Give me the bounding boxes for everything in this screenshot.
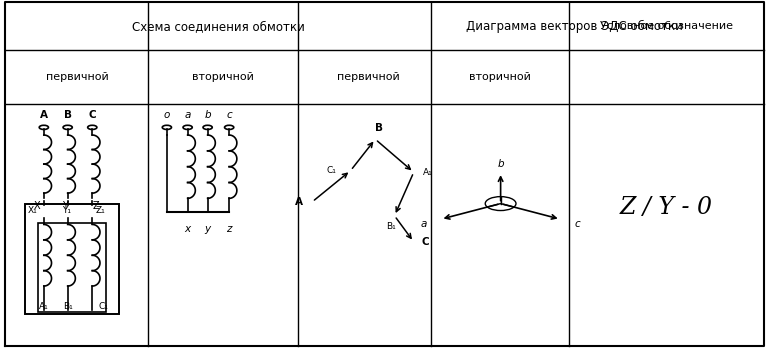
Text: a: a: [185, 110, 191, 120]
Text: B₁: B₁: [386, 222, 395, 231]
Text: Z: Z: [93, 201, 99, 211]
Text: Условное обозначение: Условное обозначение: [600, 22, 733, 31]
Text: c: c: [226, 110, 232, 120]
Text: первичной: первичной: [45, 72, 108, 82]
Text: Y: Y: [62, 201, 68, 211]
Text: Схема соединения обмотки: Схема соединения обмотки: [131, 20, 305, 33]
Text: первичной: первичной: [337, 72, 399, 82]
Text: A₁: A₁: [39, 302, 48, 311]
Bar: [38, 223, 106, 312]
Text: Y₁: Y₁: [62, 206, 71, 215]
Text: y: y: [205, 224, 211, 235]
Text: вторичной: вторичной: [469, 72, 531, 82]
Text: o: o: [164, 110, 170, 120]
Text: вторичной: вторичной: [192, 72, 254, 82]
Text: b: b: [498, 159, 504, 168]
Text: B: B: [375, 123, 383, 133]
Text: X₁: X₁: [28, 206, 38, 215]
Text: a: a: [421, 219, 428, 229]
Text: Диаграмма векторов ЭДС обмотки: Диаграмма векторов ЭДС обмотки: [465, 20, 683, 33]
Text: B: B: [64, 110, 72, 120]
Text: X: X: [34, 201, 40, 211]
Bar: [25, 204, 119, 314]
Text: c: c: [574, 219, 580, 229]
Text: C₁: C₁: [98, 302, 108, 311]
Text: C₁: C₁: [327, 166, 337, 175]
Text: C: C: [88, 110, 96, 120]
Text: b: b: [205, 110, 211, 120]
Text: A₁: A₁: [423, 168, 433, 177]
Text: Z / Y - 0: Z / Y - 0: [620, 196, 713, 219]
Text: z: z: [226, 224, 232, 235]
Text: A: A: [295, 197, 303, 207]
Text: A: A: [40, 110, 48, 120]
Text: C: C: [421, 237, 429, 247]
Text: B₁: B₁: [63, 302, 72, 311]
Text: x: x: [185, 224, 191, 235]
Text: Z₁: Z₁: [95, 206, 105, 215]
